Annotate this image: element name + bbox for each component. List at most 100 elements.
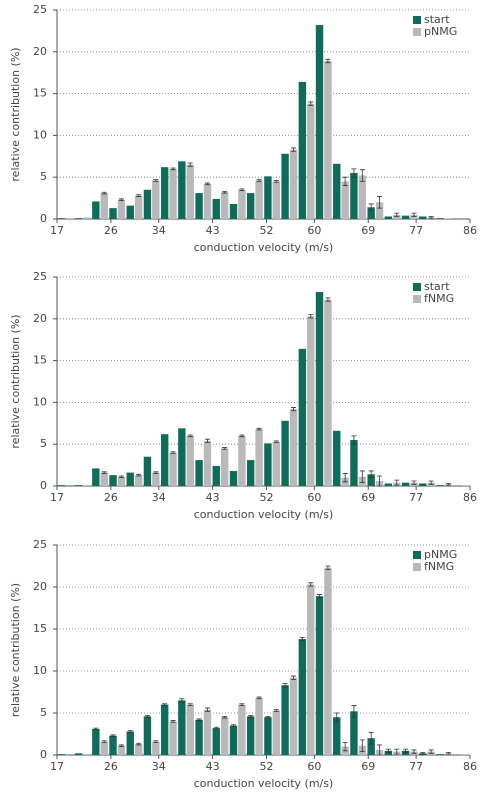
x-axis-label: conduction velocity (m/s) <box>194 508 334 521</box>
legend-swatch <box>413 563 421 571</box>
bar <box>289 149 298 219</box>
x-tick-label: 43 <box>206 491 220 504</box>
bar <box>238 189 246 219</box>
error-bar <box>136 742 142 746</box>
x-tick-label: 52 <box>259 491 273 504</box>
bar <box>203 709 212 755</box>
y-axis-label: relative contribution (%) <box>9 314 22 448</box>
error-bar <box>118 198 124 202</box>
error-bar <box>153 179 159 182</box>
y-tick-label: 10 <box>33 664 47 677</box>
bar <box>160 167 169 219</box>
bar <box>203 440 212 486</box>
error-bar <box>127 730 133 733</box>
bar <box>117 199 126 219</box>
error-bar <box>187 162 193 167</box>
x-tick-label: 43 <box>206 224 220 237</box>
bar <box>436 754 444 755</box>
x-tick-label: 69 <box>361 224 375 237</box>
x-tick-label: 69 <box>361 491 375 504</box>
bar <box>143 456 152 486</box>
bar <box>315 292 324 486</box>
error-bar <box>351 168 357 178</box>
bar <box>401 215 410 219</box>
bar <box>160 434 169 486</box>
bar <box>229 470 238 486</box>
legend-swatch <box>413 551 421 559</box>
bar <box>74 753 83 755</box>
bar <box>272 710 281 755</box>
error-bar <box>394 748 400 755</box>
error-bar <box>101 740 107 743</box>
error-bar <box>325 58 331 64</box>
error-bar <box>428 216 434 219</box>
error-bar <box>411 212 417 217</box>
y-tick-label: 25 <box>33 270 47 283</box>
x-tick-label: 60 <box>307 224 321 237</box>
bar <box>333 430 341 486</box>
error-bar <box>196 718 202 721</box>
legend-label: start <box>424 13 450 26</box>
y-tick-label: 0 <box>40 212 47 225</box>
y-axis-label: relative contribution (%) <box>9 583 22 717</box>
error-bar <box>204 438 210 443</box>
x-tick-label: 17 <box>50 491 64 504</box>
error-bar <box>170 167 176 171</box>
error-bar <box>325 297 331 302</box>
bar <box>367 738 375 755</box>
bar <box>220 448 229 486</box>
error-bar <box>256 696 262 700</box>
bar <box>117 476 126 486</box>
error-bar <box>351 705 357 718</box>
bar <box>152 741 160 755</box>
legend-swatch <box>413 28 421 36</box>
x-tick-label: 17 <box>50 224 64 237</box>
error-bar <box>334 712 340 722</box>
bar <box>410 214 418 219</box>
error-bar <box>256 179 262 182</box>
bar <box>134 475 143 486</box>
bar <box>92 728 100 755</box>
y-tick-label: 15 <box>33 622 47 635</box>
bar <box>152 180 160 219</box>
bar <box>212 198 220 219</box>
bar <box>246 716 255 755</box>
error-bar <box>282 683 288 688</box>
bar <box>195 719 203 755</box>
bar <box>212 465 220 486</box>
error-bar <box>248 715 254 718</box>
bar <box>298 639 307 755</box>
bar <box>195 460 203 486</box>
bar <box>109 208 117 219</box>
y-tick-label: 10 <box>33 128 47 141</box>
x-tick-label: 86 <box>463 760 477 773</box>
error-bar <box>308 314 314 319</box>
error-bar <box>308 101 314 106</box>
bar <box>143 189 152 219</box>
error-bar <box>342 176 348 186</box>
bar <box>324 60 332 219</box>
x-tick-label: 26 <box>104 760 118 773</box>
error-bar <box>239 703 245 706</box>
error-bar <box>351 435 357 445</box>
bar <box>57 218 66 219</box>
bar <box>109 735 117 755</box>
bar <box>436 485 444 486</box>
error-bar <box>411 480 417 485</box>
error-bar <box>179 698 185 703</box>
bar <box>255 180 263 219</box>
bar <box>126 205 134 219</box>
bar <box>117 745 126 755</box>
bar <box>375 202 384 219</box>
error-bar <box>187 703 193 706</box>
error-bar <box>377 196 383 209</box>
error-bar <box>290 147 296 152</box>
bar <box>350 173 358 219</box>
error-bar <box>445 752 451 755</box>
bar <box>152 472 160 486</box>
bar <box>186 704 194 755</box>
x-tick-label: 86 <box>463 224 477 237</box>
bar <box>281 153 289 219</box>
error-bar <box>118 744 124 747</box>
error-bar <box>222 715 228 719</box>
